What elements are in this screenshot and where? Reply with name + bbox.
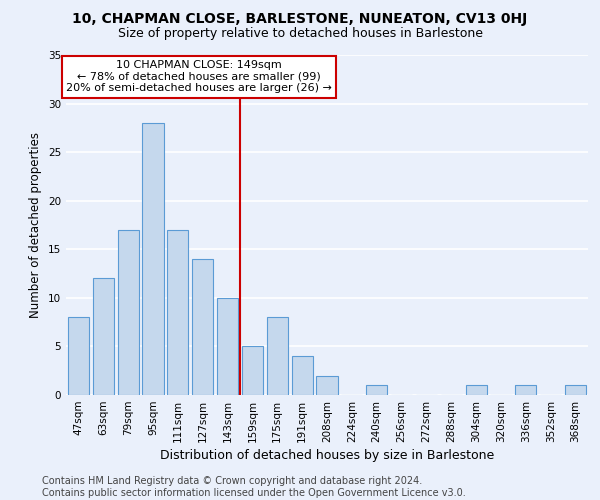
Bar — [292, 356, 313, 395]
Bar — [217, 298, 238, 395]
Bar — [192, 259, 213, 395]
Bar — [316, 376, 338, 395]
Bar — [242, 346, 263, 395]
Bar — [565, 386, 586, 395]
Text: Size of property relative to detached houses in Barlestone: Size of property relative to detached ho… — [118, 28, 482, 40]
Bar — [515, 386, 536, 395]
Bar — [267, 318, 288, 395]
Bar — [68, 318, 89, 395]
Y-axis label: Number of detached properties: Number of detached properties — [29, 132, 43, 318]
Text: Contains HM Land Registry data © Crown copyright and database right 2024.
Contai: Contains HM Land Registry data © Crown c… — [42, 476, 466, 498]
Text: 10, CHAPMAN CLOSE, BARLESTONE, NUNEATON, CV13 0HJ: 10, CHAPMAN CLOSE, BARLESTONE, NUNEATON,… — [73, 12, 527, 26]
Text: 10 CHAPMAN CLOSE: 149sqm
← 78% of detached houses are smaller (99)
20% of semi-d: 10 CHAPMAN CLOSE: 149sqm ← 78% of detach… — [66, 60, 332, 94]
Bar — [118, 230, 139, 395]
X-axis label: Distribution of detached houses by size in Barlestone: Distribution of detached houses by size … — [160, 449, 494, 462]
Bar — [167, 230, 188, 395]
Bar — [466, 386, 487, 395]
Bar — [93, 278, 114, 395]
Bar — [142, 123, 164, 395]
Bar — [366, 386, 387, 395]
